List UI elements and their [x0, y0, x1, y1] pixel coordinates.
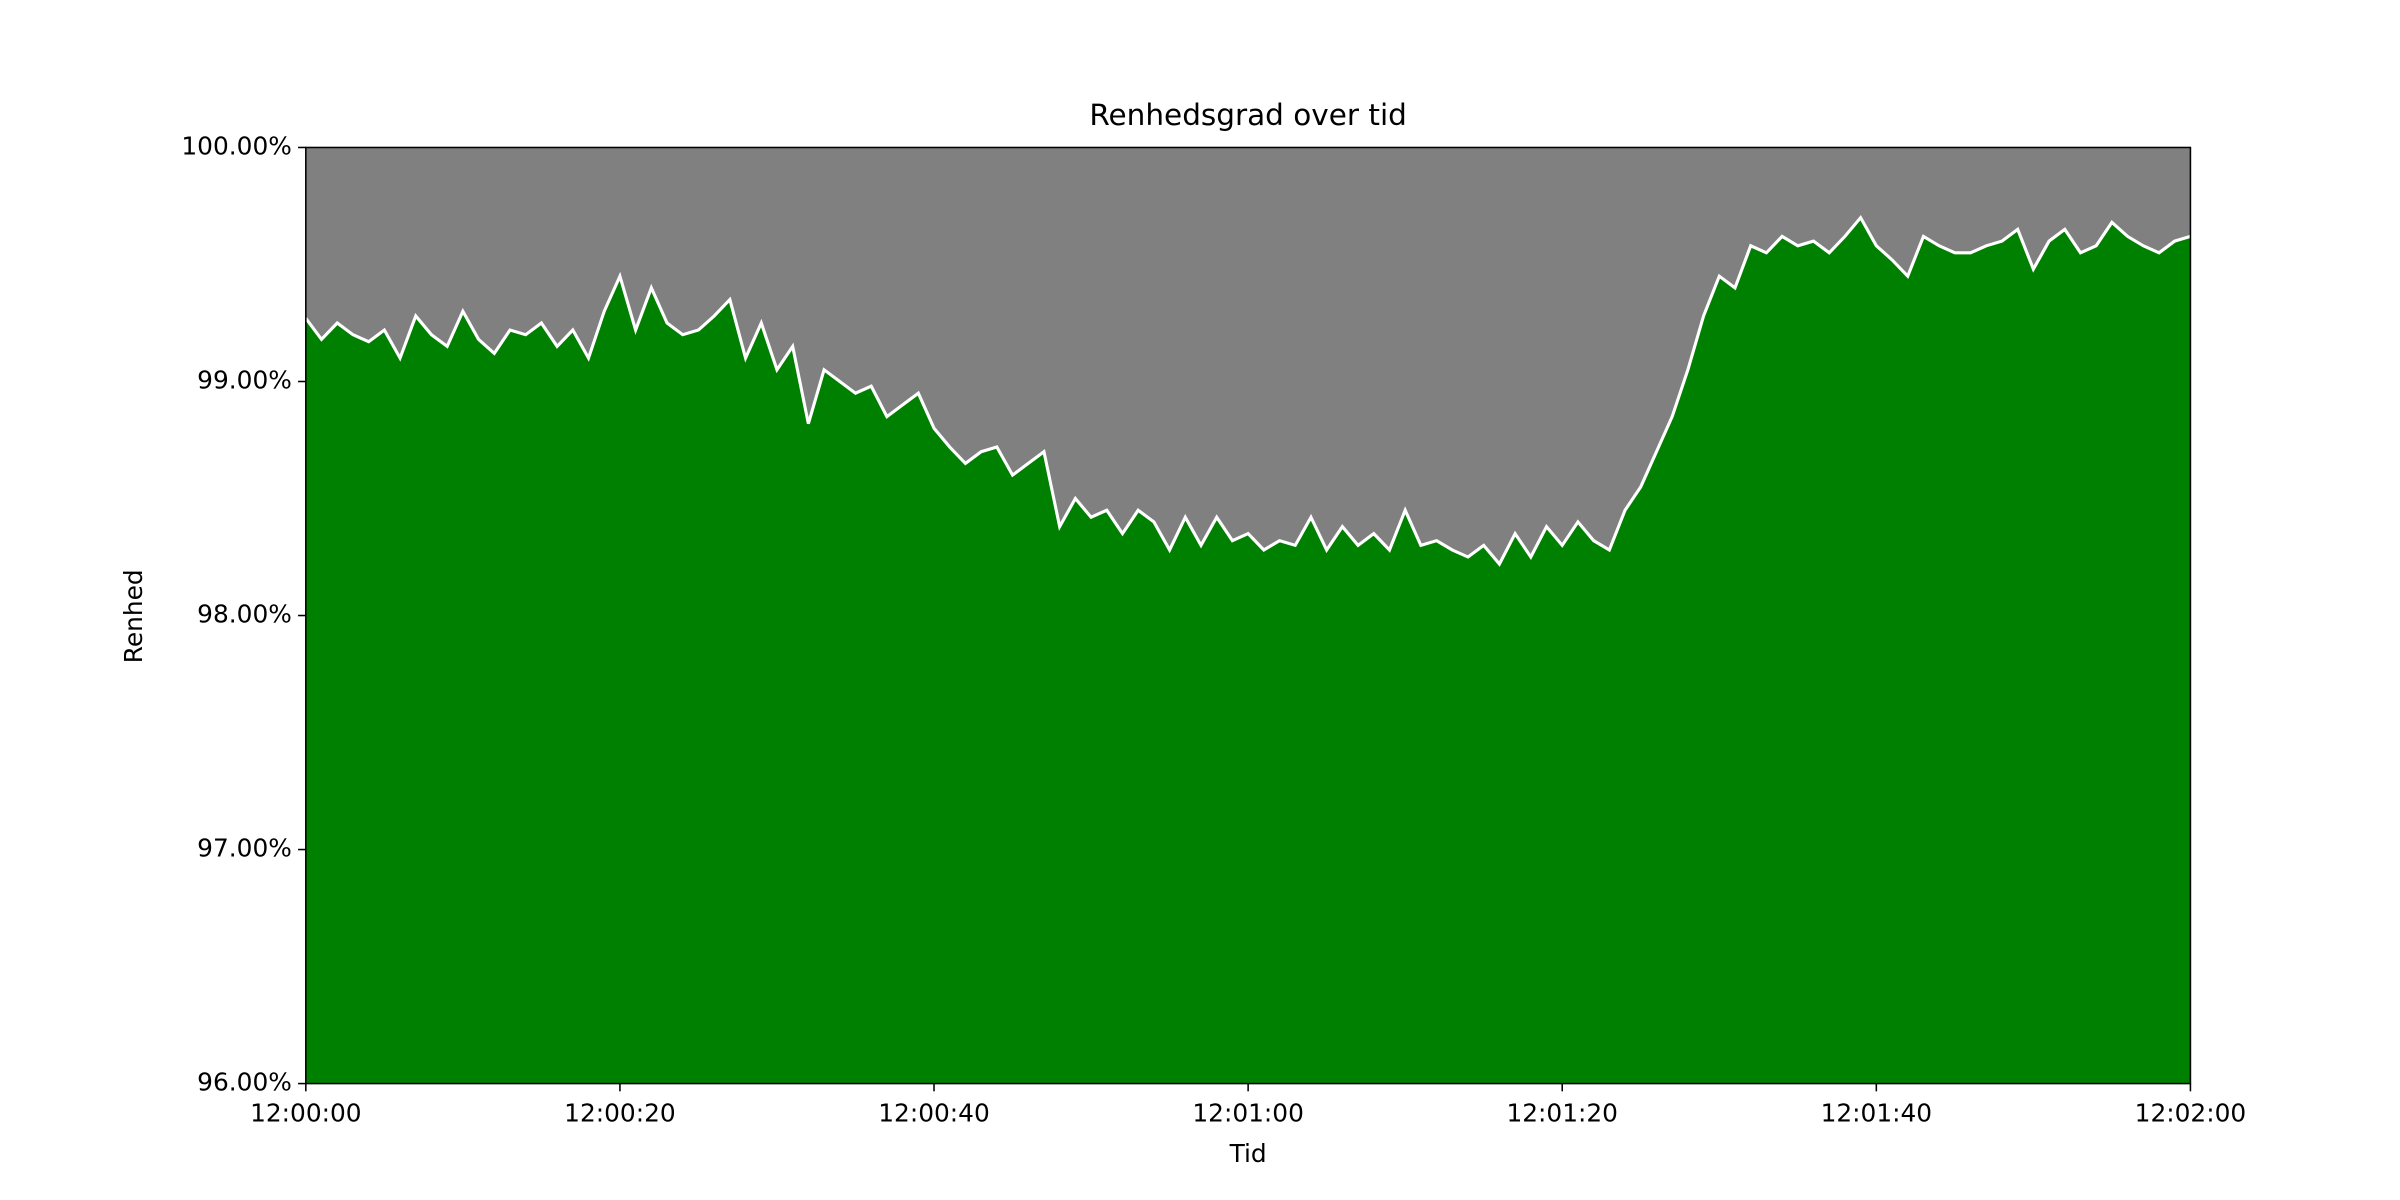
x-tick-label: 12:01:40 — [1821, 1099, 1933, 1128]
y-tick-label: 97.00% — [197, 834, 292, 863]
x-axis-label: Tid — [1229, 1139, 1267, 1168]
area — [305, 217, 2191, 1084]
line — [304, 214, 2191, 567]
y-tick-label: 98.00% — [197, 600, 292, 629]
x-tick-label: 12:01:20 — [1506, 1099, 1618, 1128]
y-axis-label: Renhed — [119, 569, 148, 663]
y-tick-label: 100.00% — [181, 131, 291, 160]
x-tick-label: 12:00:20 — [564, 1099, 676, 1128]
y-tick-label: 96.00% — [197, 1068, 292, 1097]
x-tick-label: 12:01:00 — [1192, 1099, 1304, 1128]
x-tick-label: 12:00:40 — [878, 1099, 990, 1128]
chart-title: Renhedsgrad over tid — [1089, 98, 1406, 132]
x-tick-label: 12:02:00 — [2135, 1099, 2247, 1128]
y-tick-label: 99.00% — [197, 366, 292, 395]
x-tick-label: 12:00:00 — [250, 1099, 362, 1128]
